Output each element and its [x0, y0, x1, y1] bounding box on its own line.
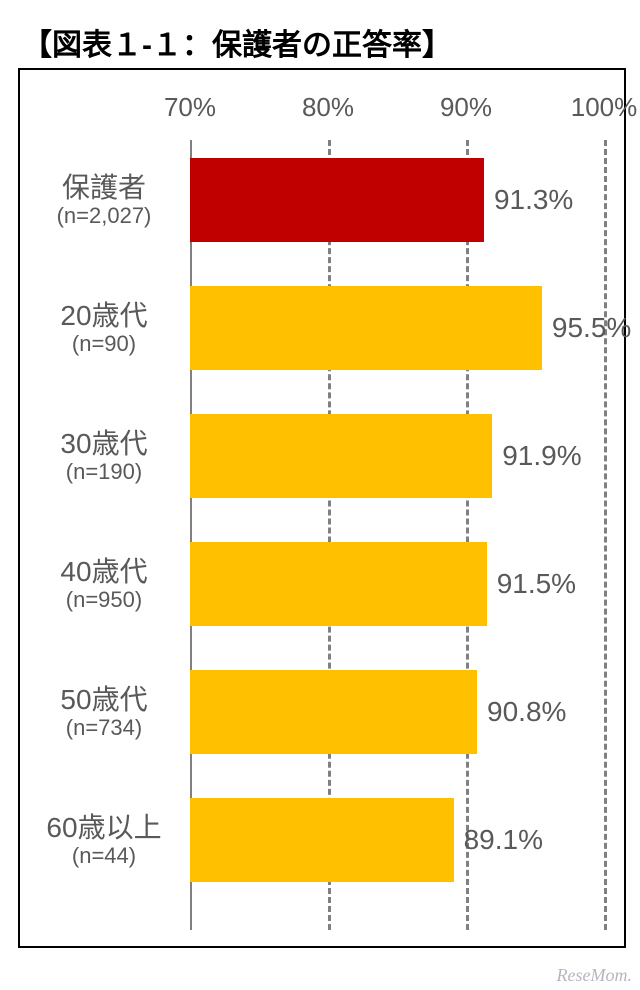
- bar: [190, 158, 484, 242]
- category-name: 保護者: [20, 172, 188, 204]
- category-label: 保護者(n=2,027): [20, 172, 188, 228]
- category-name: 20歳代: [20, 300, 188, 332]
- category-n: (n=950): [20, 588, 188, 612]
- category-label: 50歳代(n=734): [20, 684, 188, 740]
- chart-row: 20歳代(n=90)95.5%: [20, 286, 624, 414]
- bar: [190, 798, 454, 882]
- bar: [190, 542, 487, 626]
- x-tick-label: 100%: [571, 92, 638, 123]
- bar: [190, 286, 542, 370]
- chart-title: 【図表１-１：保護者の正答率】: [22, 29, 452, 62]
- chart-row: 40歳代(n=950) 91.5%: [20, 542, 624, 670]
- x-tick-label: 70%: [164, 92, 216, 123]
- value-label: 89.1%: [464, 824, 543, 856]
- x-tick-label: 80%: [302, 92, 354, 123]
- chart-frame: 70%80%90%100% 保護者(n=2,027)91.3%20歳代(n=90…: [18, 68, 626, 948]
- chart-row: 保護者(n=2,027) 91.3%: [20, 158, 624, 286]
- category-label: 40歳代(n=950): [20, 556, 188, 612]
- category-name: 30歳代: [20, 428, 188, 460]
- bar: [190, 414, 492, 498]
- category-name: 60歳以上: [20, 812, 188, 844]
- category-label: 60歳以上(n=44): [20, 812, 188, 868]
- x-tick-label: 90%: [440, 92, 492, 123]
- chart-row: 50歳代(n=734) 90.8%: [20, 670, 624, 798]
- category-n: (n=44): [20, 844, 188, 868]
- bar: [190, 670, 477, 754]
- category-label: 20歳代(n=90): [20, 300, 188, 356]
- chart-row: 60歳以上(n=44) 89.1%: [20, 798, 624, 926]
- category-label: 30歳代(n=190): [20, 428, 188, 484]
- category-n: (n=734): [20, 716, 188, 740]
- value-label: 91.5%: [497, 568, 576, 600]
- value-label: 90.8%: [487, 696, 566, 728]
- value-label: 95.5%: [552, 312, 631, 344]
- category-n: (n=2,027): [20, 204, 188, 228]
- category-name: 50歳代: [20, 684, 188, 716]
- value-label: 91.3%: [494, 184, 573, 216]
- category-name: 40歳代: [20, 556, 188, 588]
- chart-row: 30歳代(n=190) 91.9%: [20, 414, 624, 542]
- value-label: 91.9%: [502, 440, 581, 472]
- category-n: (n=190): [20, 460, 188, 484]
- category-n: (n=90): [20, 332, 188, 356]
- watermark: ReseMom.: [557, 965, 632, 986]
